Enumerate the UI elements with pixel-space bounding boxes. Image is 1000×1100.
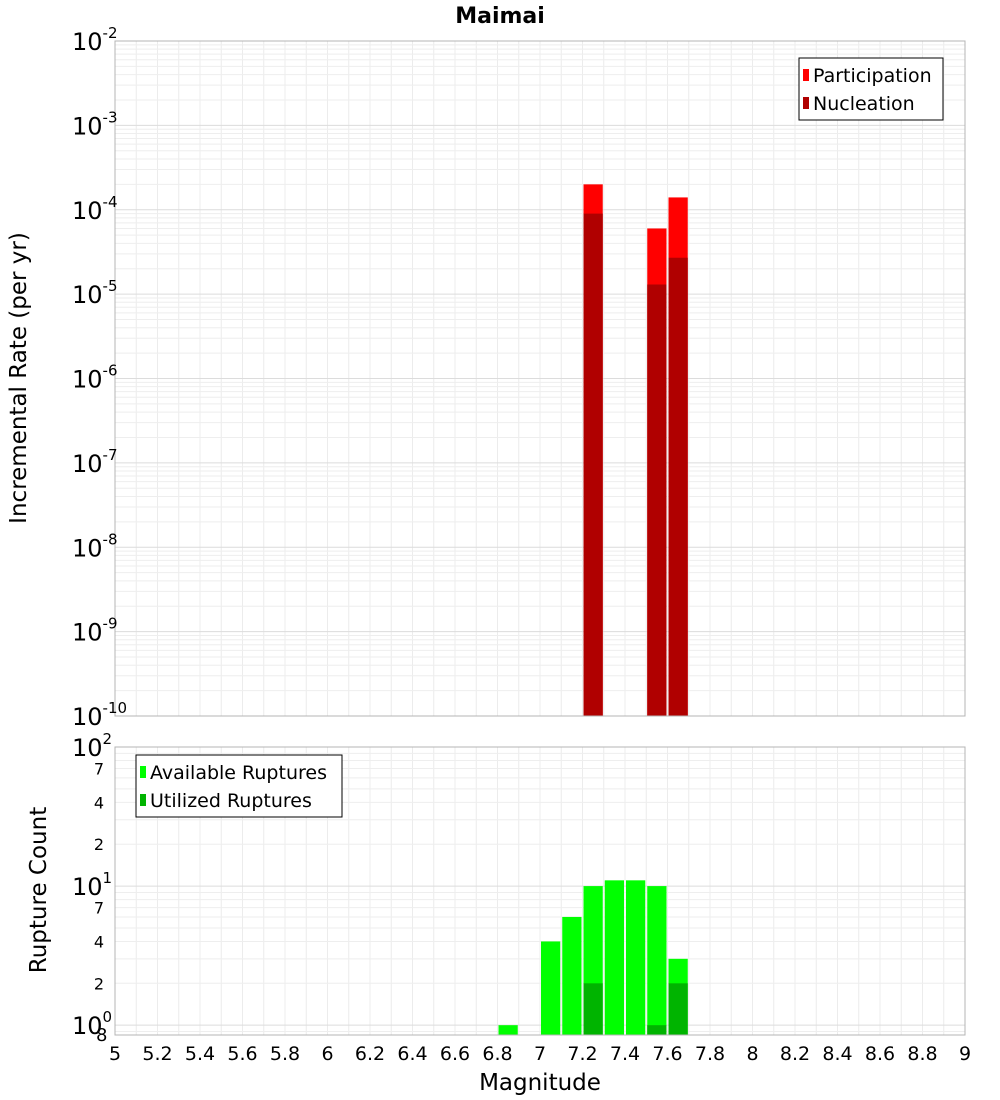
x-axis-label: Magnitude (479, 1070, 601, 1096)
x-tick-label: 7.2 (567, 1043, 597, 1065)
x-tick-label: 7 (534, 1043, 546, 1065)
y-tick-label: 102 (72, 730, 112, 762)
legend-label: Available Ruptures (150, 762, 327, 784)
plot-frame (114, 40, 966, 717)
legend-label: Utilized Ruptures (150, 790, 312, 812)
y-tick-label: 10-8 (72, 530, 118, 562)
y-tick-label: 100 (72, 1008, 112, 1040)
y-minor-tick-label: 4 (94, 932, 104, 951)
x-tick-label: 6.4 (397, 1043, 427, 1065)
x-tick-label: 7.6 (652, 1043, 682, 1065)
x-tick-label: 7.8 (695, 1043, 725, 1065)
x-tick-label: 5.4 (185, 1043, 215, 1065)
x-tick-label: 8.2 (780, 1043, 810, 1065)
y-tick-label: 101 (72, 869, 112, 901)
y-axis-label-rate: Incremental Rate (per yr) (6, 232, 32, 524)
y-minor-tick-label: 7 (94, 899, 104, 918)
y-tick-label: 10-3 (72, 108, 118, 140)
x-tick-label: 6.2 (355, 1043, 385, 1065)
y-tick-label: 10-4 (72, 193, 118, 225)
x-tick-label: 6.8 (482, 1043, 512, 1065)
count-bar-utilized-ruptures (668, 983, 688, 1035)
count-bar-utilized-ruptures (647, 1025, 667, 1035)
count-bar-available-ruptures (541, 941, 561, 1035)
legend-label: Nucleation (813, 93, 915, 115)
y-tick-label: 10-9 (72, 615, 118, 647)
count-bar-utilized-ruptures (583, 983, 603, 1035)
y-axis-label-count: Rupture Count (26, 807, 52, 973)
x-tick-label: 6 (321, 1043, 333, 1065)
y-tick-label: 10-10 (72, 699, 127, 731)
count-panel: Available Ruptures Utilized Ruptures 100 10… (72, 730, 971, 1065)
count-bar-available-ruptures (498, 1025, 518, 1035)
x-tick-label: 6.6 (440, 1043, 470, 1065)
x-tick-label: 8.6 (865, 1043, 895, 1065)
rate-bar-nucleation (647, 284, 667, 716)
y-tick-label: 10-6 (72, 362, 118, 394)
y-minor-tick-label: 7 (94, 760, 104, 779)
x-tick-label: 5.2 (142, 1043, 172, 1065)
y-corner-label: 8 (96, 1025, 107, 1046)
x-tick-label: 5 (109, 1043, 121, 1065)
count-bar-available-ruptures (626, 880, 646, 1035)
x-tick-label: 5.6 (227, 1043, 257, 1065)
y-tick-label: 10-5 (72, 277, 118, 309)
rate-panel: Participation Nucleation 10-10 10-9 10-8 10-7… (72, 24, 966, 731)
x-tick-label: 8.4 (822, 1043, 852, 1065)
count-bar-available-ruptures (604, 880, 624, 1035)
legend-swatch (140, 766, 146, 778)
legend-label: Participation (813, 65, 932, 87)
legend-swatch (803, 97, 809, 109)
y-tick-label: 10-2 (72, 24, 118, 56)
count-legend (135, 754, 343, 818)
y-minor-tick-label: 2 (94, 835, 104, 854)
y-tick-label: 10-7 (72, 446, 118, 478)
x-tick-label: 5.8 (270, 1043, 300, 1065)
y-minor-tick-label: 2 (94, 974, 104, 993)
rate-bar-nucleation (668, 257, 688, 716)
x-tick-label: 8 (746, 1043, 758, 1065)
y-minor-tick-label: 4 (94, 793, 104, 812)
x-tick-label: 8.8 (907, 1043, 937, 1065)
x-tick-label: 9 (959, 1043, 971, 1065)
plot-frame (114, 746, 966, 1036)
count-bar-available-ruptures (647, 886, 667, 1035)
rate-legend (798, 57, 944, 121)
legend-swatch (140, 794, 146, 806)
legend-swatch (803, 69, 809, 81)
rate-bar-nucleation (583, 213, 603, 717)
chart-title: Maimai (455, 4, 545, 29)
x-tick-label: 7.4 (610, 1043, 640, 1065)
count-bar-available-ruptures (562, 916, 582, 1035)
